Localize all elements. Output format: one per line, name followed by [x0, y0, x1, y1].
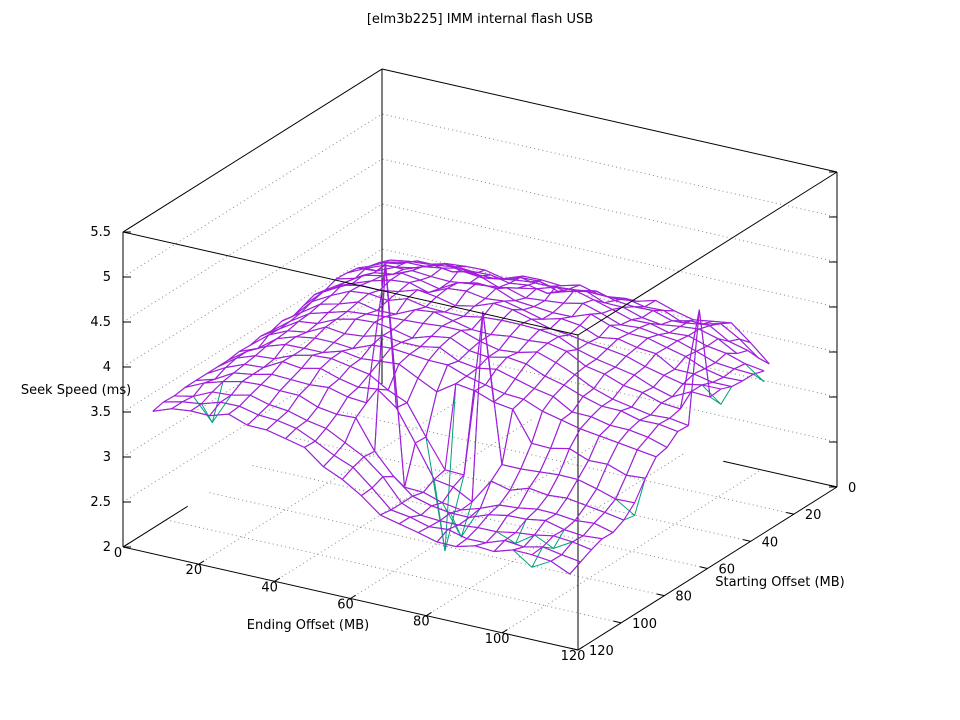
surface-mesh-primary	[152, 259, 770, 575]
y-tick-label: 20	[805, 508, 822, 523]
x-tick-label: 40	[261, 580, 278, 595]
z-tick-label: 2.5	[90, 495, 111, 510]
x-tick-label: 100	[485, 632, 510, 647]
x-tick-label: 120	[561, 649, 586, 664]
x-tick-label: 80	[413, 615, 430, 630]
x-tick-label: 0	[114, 546, 122, 561]
z-tick-label: 5	[103, 270, 111, 285]
y-tick-label: 0	[848, 481, 856, 496]
y-tick-label: 100	[632, 617, 657, 632]
base-grid	[166, 400, 794, 634]
y-tick-label: 40	[762, 535, 779, 550]
z-tick-label: 4.5	[90, 315, 111, 330]
surface-mesh-secondary	[152, 259, 770, 575]
z-tick-label: 5.5	[90, 225, 111, 240]
y-tick-label: 60	[719, 563, 736, 578]
y-axis-title: Starting Offset (MB)	[715, 575, 845, 590]
z-tick-label: 4	[103, 360, 111, 375]
y-tick-label: 120	[589, 644, 614, 659]
axes	[122, 171, 838, 651]
z-tick-label: 3.5	[90, 405, 111, 420]
x-axis-title: Ending Offset (MB)	[246, 618, 370, 633]
x-tick-label: 60	[337, 598, 354, 613]
z-axis-title: Seek Speed (ms)	[20, 383, 132, 398]
wall-grid	[122, 113, 838, 503]
z-tick-label: 2	[103, 540, 111, 555]
chart-title: [elm3b225] IMM internal flash USB	[366, 12, 594, 27]
plot-border-front	[122, 171, 838, 336]
plot-border-back	[122, 68, 838, 650]
y-tick-label: 80	[675, 590, 692, 605]
x-tick-label: 20	[186, 563, 203, 578]
z-tick-label: 3	[103, 450, 111, 465]
axis-tick-labels: 2 2.5 3 3.5 4 4.5 5 5.5 0 20 40 60 80 100 120 0 20 40 60 80…	[90, 225, 856, 664]
